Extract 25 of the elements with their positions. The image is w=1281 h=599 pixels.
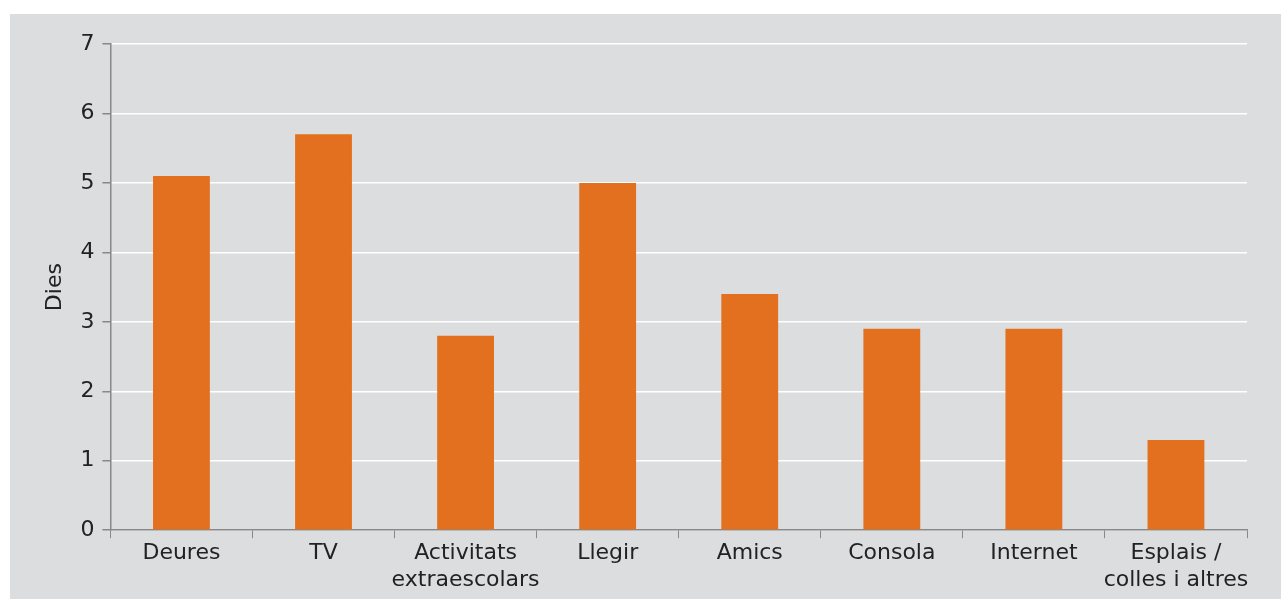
bar [1147, 439, 1205, 530]
y-tick-label: 6 [80, 99, 95, 125]
bar [579, 182, 637, 530]
bar [721, 294, 779, 530]
x-tick-label: Activitats extraescolars [391, 539, 540, 591]
bar [153, 175, 210, 530]
y-tick-label: 7 [80, 29, 95, 55]
x-tick-label: Consola [848, 539, 936, 565]
y-tick-label: 0 [80, 515, 95, 541]
x-tick-label: Amics [716, 539, 783, 565]
bar [437, 335, 494, 530]
x-tick-label: Deures [142, 539, 221, 565]
x-tick-label: Internet [990, 539, 1078, 565]
y-tick-label: 2 [80, 377, 95, 402]
x-tick-label: TV [308, 539, 338, 565]
y-axis-title: Dies [40, 263, 66, 312]
x-tick-label: Llegir [577, 539, 640, 565]
y-tick-label: 1 [80, 446, 95, 472]
bar [1005, 328, 1063, 530]
bar [295, 134, 352, 530]
y-tick-label: 4 [80, 238, 95, 264]
y-tick-label: 3 [80, 307, 95, 333]
bar [863, 328, 921, 530]
y-tick-label: 5 [80, 168, 95, 194]
x-tick-label: Esplais / colles i altres [1103, 539, 1249, 591]
